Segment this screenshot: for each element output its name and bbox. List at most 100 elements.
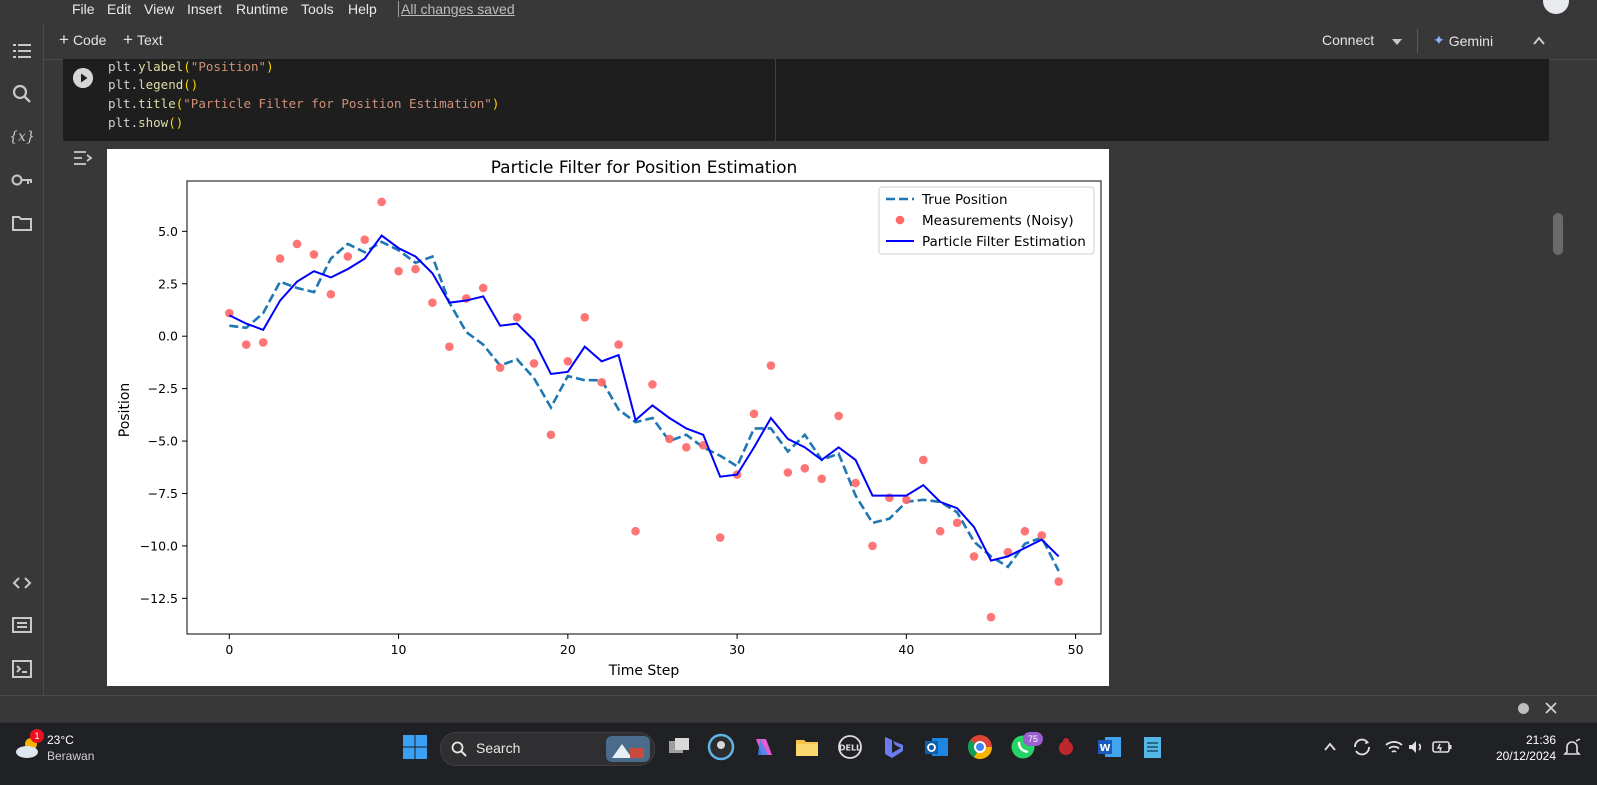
menu-view[interactable]: View [144,1,175,17]
plus-icon: + [59,30,69,49]
clock-time: 21:36 [1525,733,1556,747]
x-tick-label: 50 [1068,642,1084,657]
measurement-point [377,197,386,207]
measurement-point [969,552,979,561]
tray-chevron-up-icon[interactable] [1323,742,1337,752]
chevron-up-icon[interactable] [1532,35,1546,47]
add-text-button[interactable]: + Text [123,31,163,48]
table-of-contents-icon[interactable] [10,39,34,63]
measurement-point [512,313,522,322]
measurement-point [258,338,268,347]
measurement-point [631,526,640,536]
menu-insert[interactable]: Insert [187,1,223,17]
code-line: plt.title("Particle Filter for Position … [108,96,500,111]
taskbar-search[interactable]: Search [440,732,655,766]
code-line: plt.legend() [108,77,199,92]
chevron-down-icon[interactable] [1391,37,1403,47]
sync-icon[interactable] [1351,736,1373,758]
menu-runtime[interactable]: Runtime [236,1,289,17]
left-sidebar: {x} [0,23,44,709]
weather-temperature: 23°C [47,733,74,747]
copilot-browser-icon[interactable] [707,733,735,761]
task-view-icon[interactable] [665,733,693,761]
menu-bar: File Edit View Insert Runtime Tools Help… [0,0,1597,23]
wifi-icon[interactable] [1384,738,1404,756]
notifications-icon[interactable] [1562,738,1582,758]
menu-tools[interactable]: Tools [301,1,334,17]
measurement-point [1020,526,1030,536]
measurement-point [495,363,505,372]
measurement-point [952,518,962,528]
chrome-icon[interactable] [966,733,994,761]
output-collapse-icon[interactable] [72,149,94,167]
x-tick-label: 40 [898,642,914,657]
close-icon[interactable] [1544,701,1558,715]
measurement-point [597,378,606,387]
battery-icon[interactable] [1431,739,1453,755]
axes-frame [186,180,1102,635]
code-snippets-icon[interactable] [10,571,34,595]
x-tick-label: 0 [225,642,233,657]
bing-icon[interactable] [879,733,907,761]
connect-button[interactable]: Connect [1322,32,1374,48]
x-axis-label: Time Step [608,663,680,679]
secrets-key-icon[interactable] [10,168,34,192]
add-text-label: Text [136,32,163,48]
save-status-link[interactable]: All changes saved [398,1,515,17]
outlook-icon[interactable] [922,733,950,761]
run-cell-button[interactable] [73,68,93,88]
measurement-point [428,298,437,307]
measurement-point [411,264,420,274]
legend-entry: True Position [921,192,1008,208]
search-highlight-icon [606,736,650,762]
y-tick-label: −7.5 [148,486,178,501]
measurement-point [902,495,911,505]
account-avatar[interactable] [1543,0,1569,14]
measurement-point [935,526,945,536]
y-axis-label: Position [117,383,133,438]
search-label: Search [476,740,521,756]
status-strip [0,695,1597,721]
volume-icon[interactable] [1407,738,1425,756]
terminal-icon[interactable] [10,657,34,681]
toolbar-divider [1417,29,1418,53]
notepad-icon[interactable] [1138,733,1166,761]
windows-start-icon[interactable] [401,733,429,761]
add-code-button[interactable]: + Code [59,30,106,49]
measurement-point [834,411,843,421]
files-folder-icon[interactable] [10,211,34,235]
svg-text:DELL: DELL [839,744,861,753]
svg-text:W: W [1099,743,1110,754]
file-explorer-icon[interactable] [793,733,821,761]
y-tick-label: −2.5 [148,381,178,396]
measurement-point [326,289,336,299]
variables-icon[interactable]: {x} [10,124,34,148]
tray-clock[interactable]: 21:36 20/12/2024 [1496,732,1556,764]
chart: Particle Filter for Position Estimation … [117,158,1102,679]
measurement-point [682,443,691,452]
gemini-button[interactable]: ✦ Gemini [1433,32,1493,49]
measurement-point [698,440,708,450]
menu-help[interactable]: Help [348,1,377,17]
command-palette-icon[interactable] [10,613,34,637]
measurement-point [766,361,776,370]
app-bug-icon[interactable] [1052,733,1080,761]
scrollbar-thumb[interactable] [1553,213,1563,255]
whatsapp-badge: 75 [1023,732,1043,746]
word-icon[interactable]: W [1095,733,1123,761]
cell-divider [775,59,776,141]
code-cell[interactable]: plt.ylabel("Position") plt.legend() plt.… [63,59,1549,141]
measurement-point [309,250,319,259]
menu-file[interactable]: File [72,1,95,17]
copilot-icon[interactable] [750,733,778,761]
measurement-point [445,342,454,351]
search-icon[interactable] [10,82,34,106]
measurement-point [715,533,725,542]
measurement-point [817,474,827,484]
dell-icon[interactable]: DELL [836,733,864,761]
measurement-point [783,468,793,477]
menu-edit[interactable]: Edit [107,1,132,17]
measurement-point [241,340,251,349]
measurement-point [986,612,996,622]
status-dot-icon [1518,703,1529,714]
